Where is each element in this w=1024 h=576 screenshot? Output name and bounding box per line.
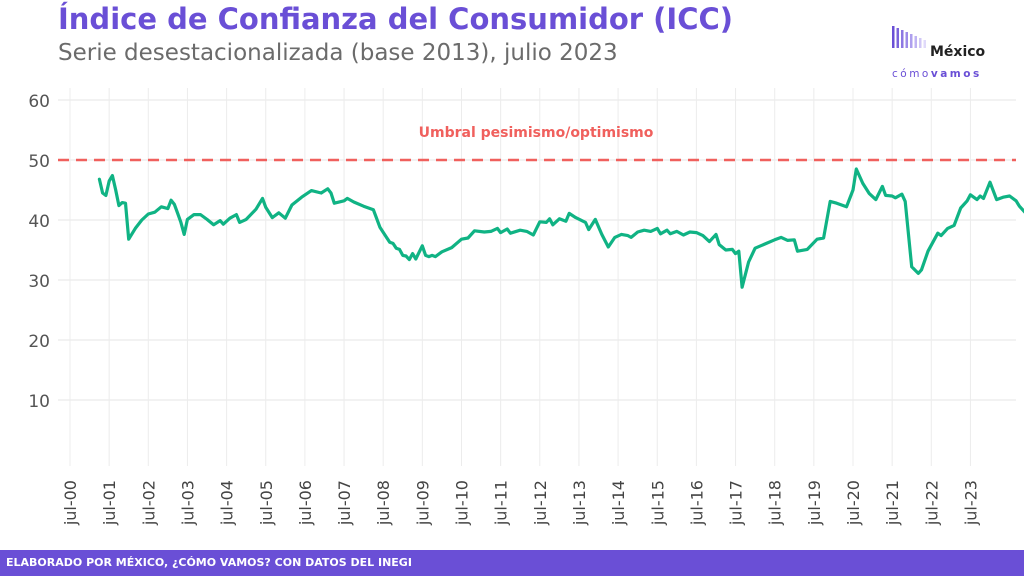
- x-tick-label: jul-12: [531, 480, 550, 526]
- threshold-label: Umbral pesimismo/optimismo: [419, 125, 654, 141]
- x-tick-label: jul-06: [296, 480, 315, 526]
- logo-word: México: [930, 44, 986, 60]
- chart-subtitle: Serie desestacionalizada (base 2013), ju…: [58, 40, 618, 66]
- x-tick-label: jul-13: [570, 480, 589, 526]
- x-tick-label: jul-15: [648, 480, 667, 526]
- x-tick-label: jul-21: [883, 480, 902, 526]
- x-tick-label: jul-05: [257, 480, 276, 526]
- footer-bar: ELABORADO POR MÉXICO, ¿CÓMO VAMOS? CON D…: [0, 550, 1024, 576]
- footer-credit: ELABORADO POR MÉXICO, ¿CÓMO VAMOS? CON D…: [6, 556, 412, 569]
- x-tick-label: jul-11: [492, 480, 511, 526]
- x-tick-label: jul-08: [374, 480, 393, 526]
- x-tick-label: jul-22: [922, 480, 941, 526]
- x-tick-label: jul-20: [844, 480, 863, 526]
- x-tick-label: jul-23: [961, 480, 980, 526]
- logo-subtitle: cómovamos: [892, 68, 982, 80]
- icc-series-line: [97, 167, 1024, 289]
- y-tick-label: 30: [28, 272, 50, 292]
- y-tick-label: 50: [28, 152, 50, 172]
- y-tick-label: 10: [28, 392, 50, 412]
- x-tick-label: jul-02: [139, 480, 158, 526]
- x-tick-label: jul-07: [335, 480, 354, 526]
- x-tick-label: jul-18: [766, 480, 785, 526]
- x-tick-label: jul-09: [413, 480, 432, 526]
- y-tick-label: 20: [28, 332, 50, 352]
- x-tick-label: jul-14: [609, 480, 628, 526]
- x-tick-label: jul-03: [178, 480, 197, 526]
- x-tick-label: jul-00: [61, 480, 80, 526]
- logo-bars-icon: [892, 26, 926, 48]
- x-tick-label: jul-17: [727, 480, 746, 526]
- y-tick-label: 60: [28, 92, 50, 112]
- y-tick-label: 40: [28, 212, 50, 232]
- x-tick-label: jul-19: [805, 480, 824, 526]
- x-tick-label: jul-10: [453, 480, 472, 526]
- x-tick-label: jul-16: [687, 480, 706, 526]
- mexico-como-vamos-logo: México cómovamos: [890, 24, 1010, 84]
- x-tick-label: jul-01: [100, 480, 119, 526]
- x-tick-label: jul-04: [218, 480, 237, 526]
- chart-title: Índice de Confianza del Consumidor (ICC): [58, 2, 734, 36]
- icc-line-chart: 10 20 30 40 50 60 jul-00 jul-01 jul-02 jul-03 jul-…: [28, 88, 1024, 526]
